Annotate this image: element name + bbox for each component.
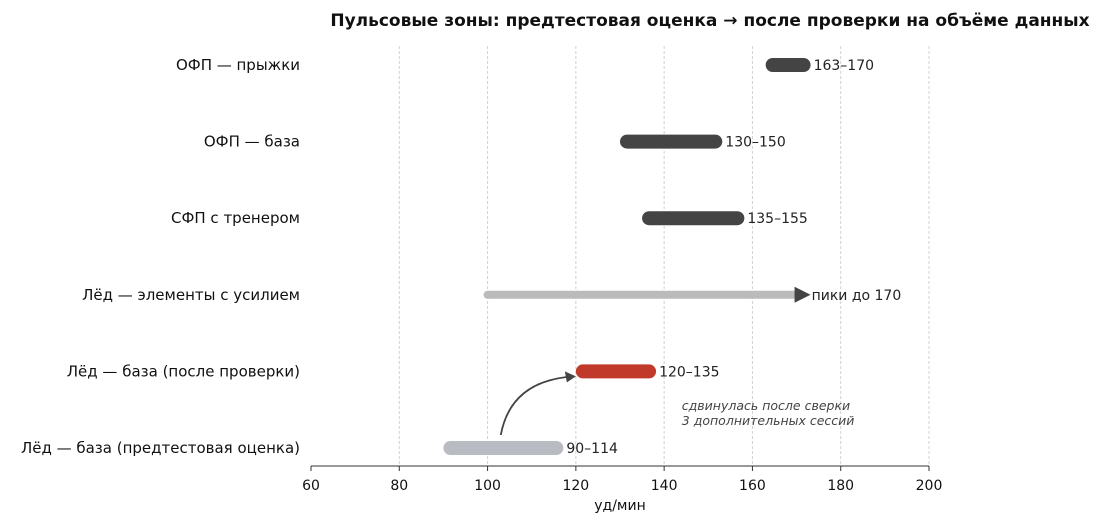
x-tick-label: 140	[651, 478, 678, 494]
range-value-label: 120–135	[659, 364, 719, 380]
bars	[443, 58, 811, 455]
annotation-arrowhead	[564, 371, 576, 383]
category-label: Лёд — элементы с усилием	[82, 286, 300, 304]
range-arrowhead	[794, 286, 811, 303]
x-tick-label: 160	[739, 478, 766, 494]
annotation-text: 3 дополнительных сессий	[682, 413, 855, 428]
chart-title: Пульсовые зоны: предтестовая оценка → по…	[330, 11, 1089, 31]
x-tick-label: 60	[302, 478, 320, 494]
range-value-label: 163–170	[814, 58, 874, 74]
annotation-arrow	[499, 375, 574, 436]
annotation-text: сдвинулась после сверки	[682, 398, 850, 413]
x-tick-label: 100	[474, 478, 501, 494]
x-tick-label: 120	[562, 478, 589, 494]
data-labels: 163–170 130–150 135–155 пики до 170 120–135 9…	[566, 58, 901, 457]
x-tick-label: 200	[916, 478, 943, 494]
category-label: Лёд — база (предтестовая оценка)	[21, 439, 300, 457]
category-label: Лёд — база (после проверки)	[67, 362, 300, 380]
x-axis-label: уд/мин	[594, 498, 646, 514]
range-value-label: 130–150	[725, 135, 785, 151]
grid	[398, 46, 930, 466]
x-axis: 60 80 100 120 140 160 180 200	[302, 465, 943, 494]
x-tick-label: 180	[827, 478, 854, 494]
x-tick-label: 80	[390, 478, 408, 494]
range-value-label: пики до 170	[812, 288, 902, 304]
category-label: ОФП — база	[204, 133, 300, 151]
category-label: ОФП — прыжки	[176, 56, 300, 74]
category-label: СФП с тренером	[171, 209, 300, 227]
range-value-label: 90–114	[566, 441, 618, 457]
category-labels: ОФП — прыжки ОФП — база СФП с тренером Лёд …	[21, 56, 300, 457]
range-value-label: 135–155	[747, 211, 807, 227]
